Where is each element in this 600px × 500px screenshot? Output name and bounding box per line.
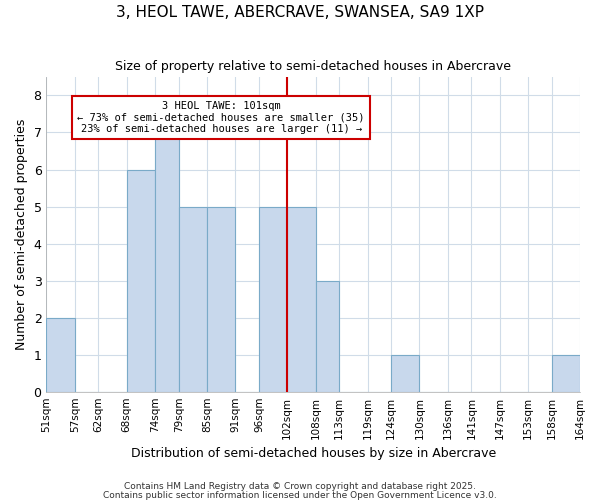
X-axis label: Distribution of semi-detached houses by size in Abercrave: Distribution of semi-detached houses by … [131,447,496,460]
Text: 3, HEOL TAWE, ABERCRAVE, SWANSEA, SA9 1XP: 3, HEOL TAWE, ABERCRAVE, SWANSEA, SA9 1X… [116,5,484,20]
Bar [46,318,75,392]
Bar [391,354,419,392]
Bar [179,206,207,392]
Text: Contains HM Land Registry data © Crown copyright and database right 2025.: Contains HM Land Registry data © Crown c… [124,482,476,491]
Bar [207,206,235,392]
Bar [287,206,316,392]
Bar [127,170,155,392]
Bar [551,354,580,392]
Title: Size of property relative to semi-detached houses in Abercrave: Size of property relative to semi-detach… [115,60,511,73]
Bar [316,280,339,392]
Bar [259,206,287,392]
Text: 3 HEOL TAWE: 101sqm
← 73% of semi-detached houses are smaller (35)
23% of semi-d: 3 HEOL TAWE: 101sqm ← 73% of semi-detach… [77,101,365,134]
Y-axis label: Number of semi-detached properties: Number of semi-detached properties [15,118,28,350]
Text: Contains public sector information licensed under the Open Government Licence v3: Contains public sector information licen… [103,490,497,500]
Bar [155,132,179,392]
